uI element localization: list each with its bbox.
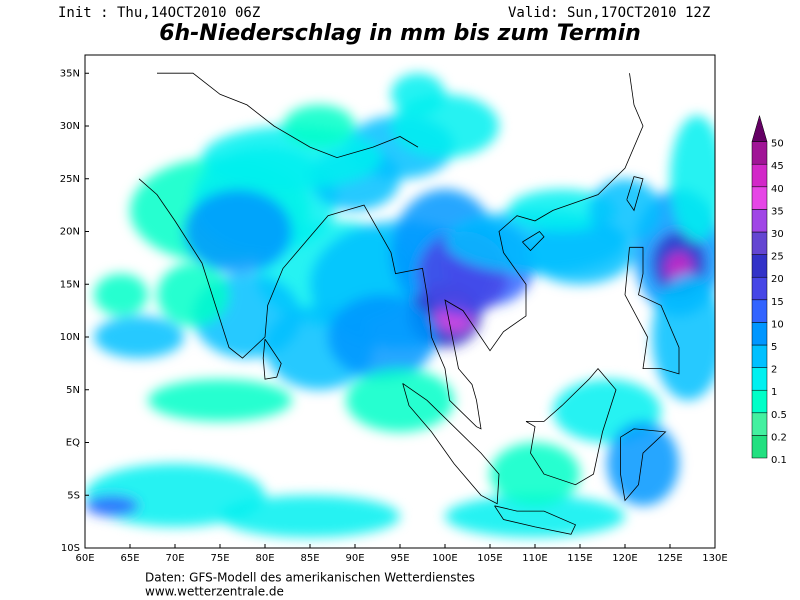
colorbar-label: 0.2 xyxy=(771,432,787,443)
lon-label: 105E xyxy=(477,553,502,564)
lon-label: 120E xyxy=(612,553,637,564)
coastline xyxy=(402,383,500,505)
lon-label: 90E xyxy=(345,553,364,564)
map-title: 6h-Niederschlag in mm bis zum Termin xyxy=(159,21,641,46)
precip-area xyxy=(589,178,661,243)
precip-area xyxy=(328,294,436,380)
lat-label: 35N xyxy=(60,68,80,79)
lat-label: EQ xyxy=(66,438,80,449)
lon-label: 125E xyxy=(657,553,682,564)
lat-label: 5S xyxy=(67,490,80,501)
colorbar-box xyxy=(751,276,768,301)
precip-area xyxy=(283,104,355,148)
precip-area xyxy=(445,495,625,538)
lat-label: 10N xyxy=(60,332,80,343)
source-credit: Daten: GFS-Modell des amerikanischen Wet… xyxy=(145,571,475,585)
colorbar-label: 50 xyxy=(771,139,784,150)
coastline xyxy=(262,338,282,380)
colorbar-box xyxy=(751,367,768,391)
init-time: Init : Thu,14OCT2010 06Z xyxy=(58,5,260,21)
colorbar-box xyxy=(751,435,768,459)
precip-area xyxy=(346,368,454,432)
lon-label: 60E xyxy=(75,553,94,564)
colorbar-box xyxy=(751,412,768,436)
lon-label: 115E xyxy=(567,553,592,564)
coastlines xyxy=(138,72,680,535)
lat-label: 15N xyxy=(60,279,80,290)
precip-area xyxy=(391,73,445,116)
colorbar-label: 25 xyxy=(771,252,784,263)
precip-area xyxy=(94,315,184,359)
precip-area xyxy=(490,442,580,506)
precip-area xyxy=(157,263,229,327)
lon-label: 130E xyxy=(702,553,727,564)
colorbar-label: 0.5 xyxy=(771,410,787,421)
precip-area xyxy=(652,273,715,401)
precip-area xyxy=(148,379,292,422)
precip-area xyxy=(184,189,292,274)
coastline xyxy=(626,176,644,212)
colorbar-label: 45 xyxy=(771,161,784,172)
coastline xyxy=(157,72,419,159)
precipitation-field xyxy=(85,73,715,538)
valid-time: Valid: Sun,17OCT2010 12Z xyxy=(508,5,710,21)
colorbar-arrow xyxy=(751,114,768,142)
colorbar-box xyxy=(751,141,768,165)
lat-label: 25N xyxy=(60,174,80,185)
lon-label: 95E xyxy=(390,553,409,564)
lon-label: 85E xyxy=(300,553,319,564)
lon-label: 110E xyxy=(522,553,547,564)
lon-label: 80E xyxy=(255,553,274,564)
lat-label: 5N xyxy=(66,385,80,396)
colorbar-label: 10 xyxy=(771,319,784,330)
precip-area xyxy=(670,115,715,243)
colorbar-label: 15 xyxy=(771,297,784,308)
colorbar-box xyxy=(751,254,768,278)
colorbar-box xyxy=(751,299,768,323)
lat-label: 10S xyxy=(61,543,80,554)
colorbar-label: 1 xyxy=(771,387,777,398)
coastline xyxy=(624,246,680,375)
coastline xyxy=(494,505,577,535)
lon-label: 65E xyxy=(120,553,139,564)
lon-label: 75E xyxy=(210,553,229,564)
colorbar-box xyxy=(751,231,768,255)
colorbar-box xyxy=(751,389,768,414)
colorbar-label: 40 xyxy=(771,184,784,195)
source-url: www.wetterzentrale.de xyxy=(145,585,284,599)
colorbar-box xyxy=(751,344,768,368)
precip-area xyxy=(94,273,148,316)
colorbar-box xyxy=(751,186,768,210)
precip-area xyxy=(607,421,679,506)
colorbar-box xyxy=(751,322,768,346)
coastline xyxy=(620,428,667,502)
lon-label: 70E xyxy=(165,553,184,564)
colorbar-label: 5 xyxy=(771,342,777,353)
colorbar-label: 2 xyxy=(771,365,777,376)
precip-area xyxy=(220,495,400,538)
coastline xyxy=(138,73,644,430)
coastline xyxy=(522,230,545,252)
coastline xyxy=(525,367,617,486)
colorbar-box xyxy=(751,209,768,233)
colorbar-box xyxy=(751,163,768,188)
lon-label: 100E xyxy=(432,553,457,564)
colorbar-label: 35 xyxy=(771,206,784,217)
precip-area xyxy=(85,495,139,517)
lat-label: 20N xyxy=(60,227,80,238)
colorbar-label: 30 xyxy=(771,229,784,240)
colorbar-label: 20 xyxy=(771,274,784,285)
colorbar-label: 0.1 xyxy=(771,455,787,466)
lat-label: 30N xyxy=(60,121,80,132)
